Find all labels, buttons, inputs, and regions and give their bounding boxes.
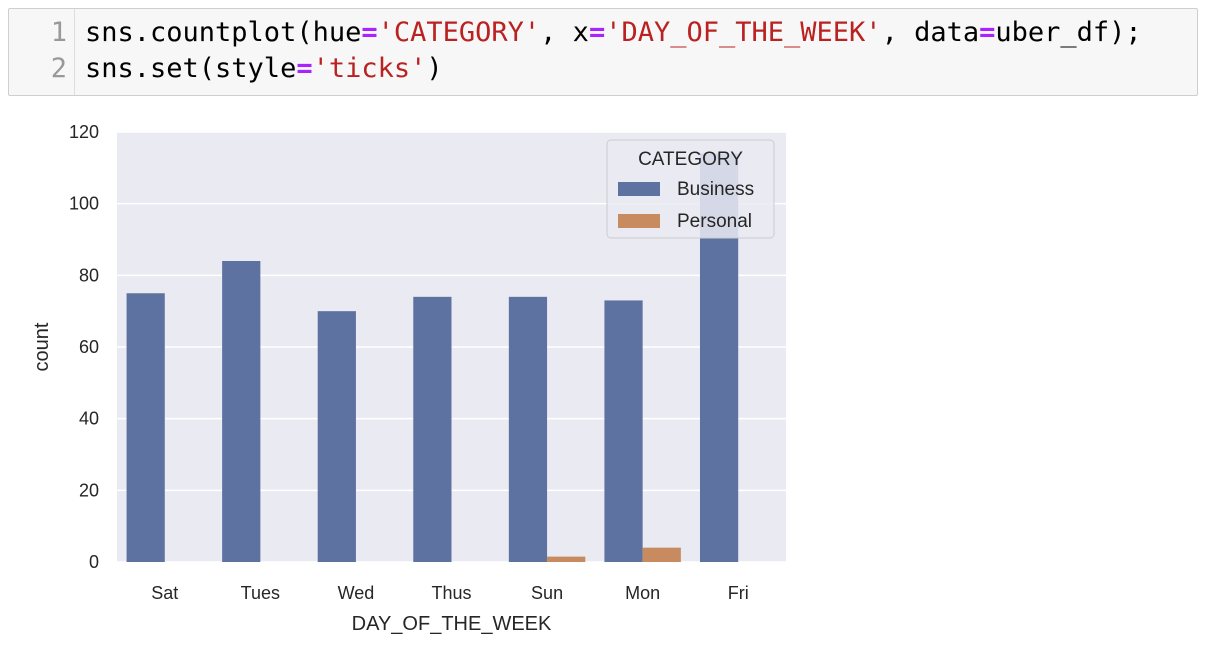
x-tick-label: Thus — [431, 583, 471, 603]
bar-business-sun — [508, 296, 548, 562]
code-line[interactable]: sns.countplot(hue='CATEGORY', x='DAY_OF_… — [85, 15, 1142, 51]
code-token: , data — [881, 17, 980, 48]
y-tick-label: 20 — [79, 480, 99, 500]
line-number: 1 — [50, 17, 67, 48]
y-tick-label: 80 — [79, 265, 99, 285]
code-token: , x — [540, 17, 589, 48]
y-axis-label: count — [31, 322, 53, 371]
y-tick-label: 100 — [69, 194, 99, 214]
x-tick-label: Mon — [625, 583, 660, 603]
operator-token: = — [588, 17, 606, 48]
bar-business-mon — [604, 300, 643, 562]
string-token: 'DAY_OF_THE_WEEK' — [605, 17, 882, 48]
y-tick-label: 40 — [79, 409, 99, 429]
string-token: 'CATEGORY' — [377, 17, 541, 48]
operator-token: = — [979, 17, 996, 48]
string-token: 'ticks' — [312, 53, 427, 84]
code-token: uber_df); — [995, 17, 1142, 48]
x-tick-label: Sat — [151, 583, 178, 603]
x-tick-label: Sun — [531, 583, 563, 603]
legend-label: Personal — [677, 211, 752, 232]
line-number: 2 — [50, 53, 67, 84]
code-token: sns.countplot(hue — [85, 17, 362, 48]
bar-business-wed — [317, 311, 356, 562]
operator-token: = — [296, 53, 313, 84]
line-number-gutter: 1 2 — [9, 9, 75, 95]
bar-business-tues — [222, 261, 261, 562]
code-token: sns.set(style — [85, 53, 297, 84]
bar-business-thus — [413, 296, 452, 562]
x-tick-label: Fri — [728, 583, 749, 603]
code-line[interactable]: sns.set(style='ticks') — [85, 51, 443, 87]
legend-label: Business — [677, 179, 754, 200]
legend-swatch-personal — [618, 214, 660, 228]
y-tick-label: 120 — [69, 122, 99, 142]
bar-personal-sun — [547, 556, 586, 562]
y-tick-label: 60 — [79, 337, 99, 357]
chart-output: 0 20 40 60 80 100 120 Sat Tues Wed Thus Sun Mon Fri DA… — [0, 100, 800, 656]
x-axis-label: DAY_OF_THE_WEEK — [352, 613, 552, 635]
code-cell[interactable]: 1 2 sns.countplot(hue='CATEGORY', x='DAY… — [8, 8, 1198, 96]
operator-token: = — [361, 17, 378, 48]
legend-swatch-business — [618, 182, 660, 196]
bar-business-sat — [126, 293, 165, 562]
x-tick-label: Wed — [338, 583, 375, 603]
y-tick-label: 0 — [89, 552, 99, 572]
code-token: ) — [426, 53, 443, 84]
x-tick-label: Tues — [241, 583, 280, 603]
bar-personal-mon — [642, 547, 681, 562]
legend-box — [606, 139, 775, 239]
countplot-chart: 0 20 40 60 80 100 120 Sat Tues Wed Thus Sun Mon Fri DA… — [31, 122, 786, 635]
legend-title: CATEGORY — [638, 149, 743, 170]
